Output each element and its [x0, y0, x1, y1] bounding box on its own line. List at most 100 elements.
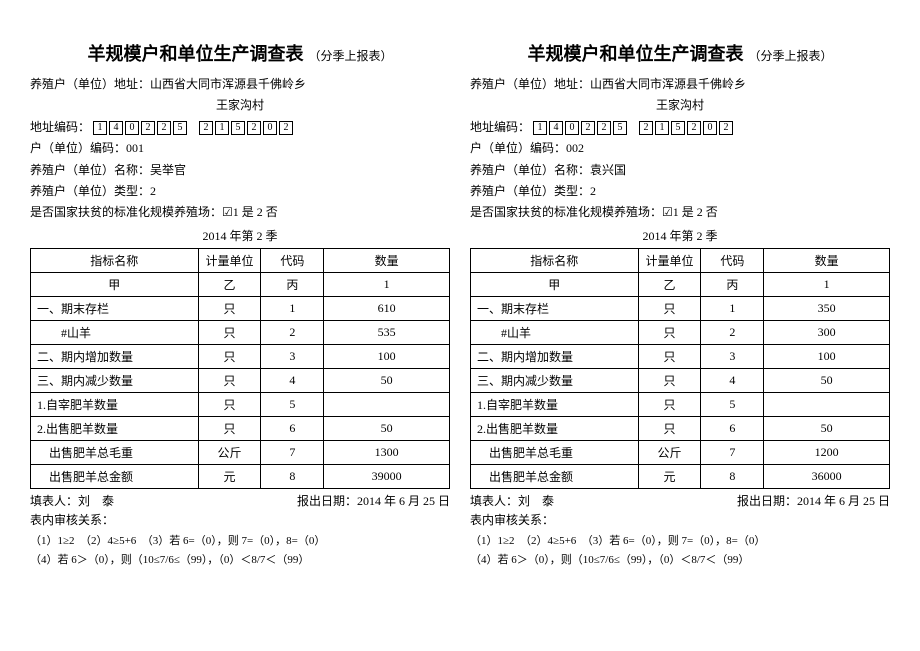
row-code: 1	[261, 296, 324, 320]
code-digit: 2	[639, 121, 653, 135]
footer-row-1: 填表人：刘 泰 报出日期：2014 年 6 月 25 日	[30, 492, 450, 511]
name-label: 养殖户（单位）名称：	[30, 163, 150, 177]
name-row: 养殖户（单位）名称：吴举官	[30, 160, 450, 180]
farmer-name: 袁兴国	[590, 163, 626, 177]
th-unit: 计量单位	[198, 248, 261, 272]
row-unit: 公斤	[198, 440, 261, 464]
row-qty: 39000	[324, 464, 450, 488]
code-digit: 4	[549, 121, 563, 135]
row-name: 三、期内减少数量	[471, 368, 639, 392]
row-name: #山羊	[471, 320, 639, 344]
address-line1: 山西省大同市浑源县千佛岭乡	[590, 77, 746, 91]
audit-label: 表内审核关系：	[470, 511, 890, 530]
address-line1: 山西省大同市浑源县千佛岭乡	[150, 77, 306, 91]
header-row-1: 指标名称 计量单位 代码 数量	[31, 248, 450, 272]
code-digit: 0	[263, 121, 277, 135]
row-name: 2.出售肥羊数量	[31, 416, 199, 440]
row-name: 1.自宰肥羊数量	[31, 392, 199, 416]
row-unit: 元	[638, 464, 701, 488]
table-row: 1.自宰肥羊数量 只 5	[471, 392, 890, 416]
row-qty: 1300	[324, 440, 450, 464]
form-subtitle: （分季上报表）	[748, 49, 832, 63]
row-qty	[764, 392, 890, 416]
th2-name: 甲	[471, 272, 639, 296]
code-digit: 1	[655, 121, 669, 135]
row-code: 5	[261, 392, 324, 416]
row-code: 7	[701, 440, 764, 464]
row-unit: 只	[638, 344, 701, 368]
form-title: 羊规模户和单位生产调查表	[527, 44, 743, 64]
name-label: 养殖户（单位）名称：	[470, 163, 590, 177]
household-code: 001	[126, 141, 144, 155]
code-row: 地址编码： 140225215202	[470, 117, 890, 137]
table-row: 2.出售肥羊数量 只 6 50	[471, 416, 890, 440]
data-table: 指标名称 计量单位 代码 数量 甲 乙 丙 1 一、期末存栏 只 1 350 #…	[470, 248, 890, 489]
code-digit: 2	[247, 121, 261, 135]
th-code: 代码	[701, 248, 764, 272]
code-digit: 1	[215, 121, 229, 135]
code-digit: 0	[565, 121, 579, 135]
row-qty: 300	[764, 320, 890, 344]
th2-unit: 乙	[638, 272, 701, 296]
address-line2: 王家沟村	[30, 95, 450, 115]
code-row: 地址编码： 140225215202	[30, 117, 450, 137]
th-code: 代码	[261, 248, 324, 272]
rule-2: （4）若 6＞（0），则（10≤7/6≤（99），（0）＜8/7＜（99）	[30, 551, 450, 570]
row-code: 4	[261, 368, 324, 392]
quarter-label: 2014 年第 2 季	[30, 227, 450, 244]
table-row: #山羊 只 2 535	[31, 320, 450, 344]
row-qty: 50	[324, 368, 450, 392]
poverty-label: 是否国家扶贫的标准化规模养殖场：	[30, 205, 222, 219]
row-name: 1.自宰肥羊数量	[471, 392, 639, 416]
code-digit: 5	[671, 121, 685, 135]
table-row: 出售肥羊总毛重 公斤 7 1200	[471, 440, 890, 464]
household-code-row: 户（单位）编码：001	[30, 138, 450, 158]
row-unit: 公斤	[638, 440, 701, 464]
report-date-label: 报出日期：	[737, 494, 797, 508]
address-label: 养殖户（单位）地址：	[470, 77, 590, 91]
row-qty	[324, 392, 450, 416]
household-code-label: 户（单位）编码：	[30, 141, 126, 155]
row-name: 一、期末存栏	[31, 296, 199, 320]
row-name: 2.出售肥羊数量	[471, 416, 639, 440]
table-row: 一、期末存栏 只 1 350	[471, 296, 890, 320]
row-unit: 只	[638, 296, 701, 320]
row-unit: 只	[638, 392, 701, 416]
row-unit: 只	[198, 296, 261, 320]
type-row: 养殖户（单位）类型：2	[470, 181, 890, 201]
row-qty: 535	[324, 320, 450, 344]
filler-name: 刘 泰	[518, 494, 554, 508]
poverty-row: 是否国家扶贫的标准化规模养殖场：☑1 是 2 否	[30, 202, 450, 222]
footer-row-1: 填表人：刘 泰 报出日期：2014 年 6 月 25 日	[470, 492, 890, 511]
code-digit: 2	[687, 121, 701, 135]
th-qty: 数量	[764, 248, 890, 272]
row-code: 8	[261, 464, 324, 488]
code-digit: 2	[141, 121, 155, 135]
type-label: 养殖户（单位）类型：	[30, 184, 150, 198]
table-row: #山羊 只 2 300	[471, 320, 890, 344]
code-digit: 2	[157, 121, 171, 135]
th2-code: 丙	[261, 272, 324, 296]
header-row-2: 甲 乙 丙 1	[31, 272, 450, 296]
poverty-row: 是否国家扶贫的标准化规模养殖场：☑1 是 2 否	[470, 202, 890, 222]
poverty-options: ☑1 是 2 否	[662, 205, 718, 219]
farmer-name: 吴举官	[150, 163, 186, 177]
form-subtitle: （分季上报表）	[308, 49, 392, 63]
survey-form-0: 羊规模户和单位生产调查表 （分季上报表） 养殖户（单位）地址：山西省大同市浑源县…	[30, 40, 450, 569]
row-name: 出售肥羊总毛重	[471, 440, 639, 464]
poverty-label: 是否国家扶贫的标准化规模养殖场：	[470, 205, 662, 219]
report-date: 2014 年 6 月 25 日	[797, 494, 890, 508]
address-row: 养殖户（单位）地址：山西省大同市浑源县千佛岭乡	[30, 74, 450, 94]
code-digit: 0	[703, 121, 717, 135]
code-digit: 1	[93, 121, 107, 135]
th2-qty: 1	[324, 272, 450, 296]
row-qty: 50	[764, 368, 890, 392]
row-code: 6	[261, 416, 324, 440]
type-value: 2	[590, 184, 596, 198]
quarter-label: 2014 年第 2 季	[470, 227, 890, 244]
table-row: 二、期内增加数量 只 3 100	[31, 344, 450, 368]
poverty-options: ☑1 是 2 否	[222, 205, 278, 219]
data-table: 指标名称 计量单位 代码 数量 甲 乙 丙 1 一、期末存栏 只 1 610 #…	[30, 248, 450, 489]
audit-label: 表内审核关系：	[30, 511, 450, 530]
code-digit: 5	[613, 121, 627, 135]
